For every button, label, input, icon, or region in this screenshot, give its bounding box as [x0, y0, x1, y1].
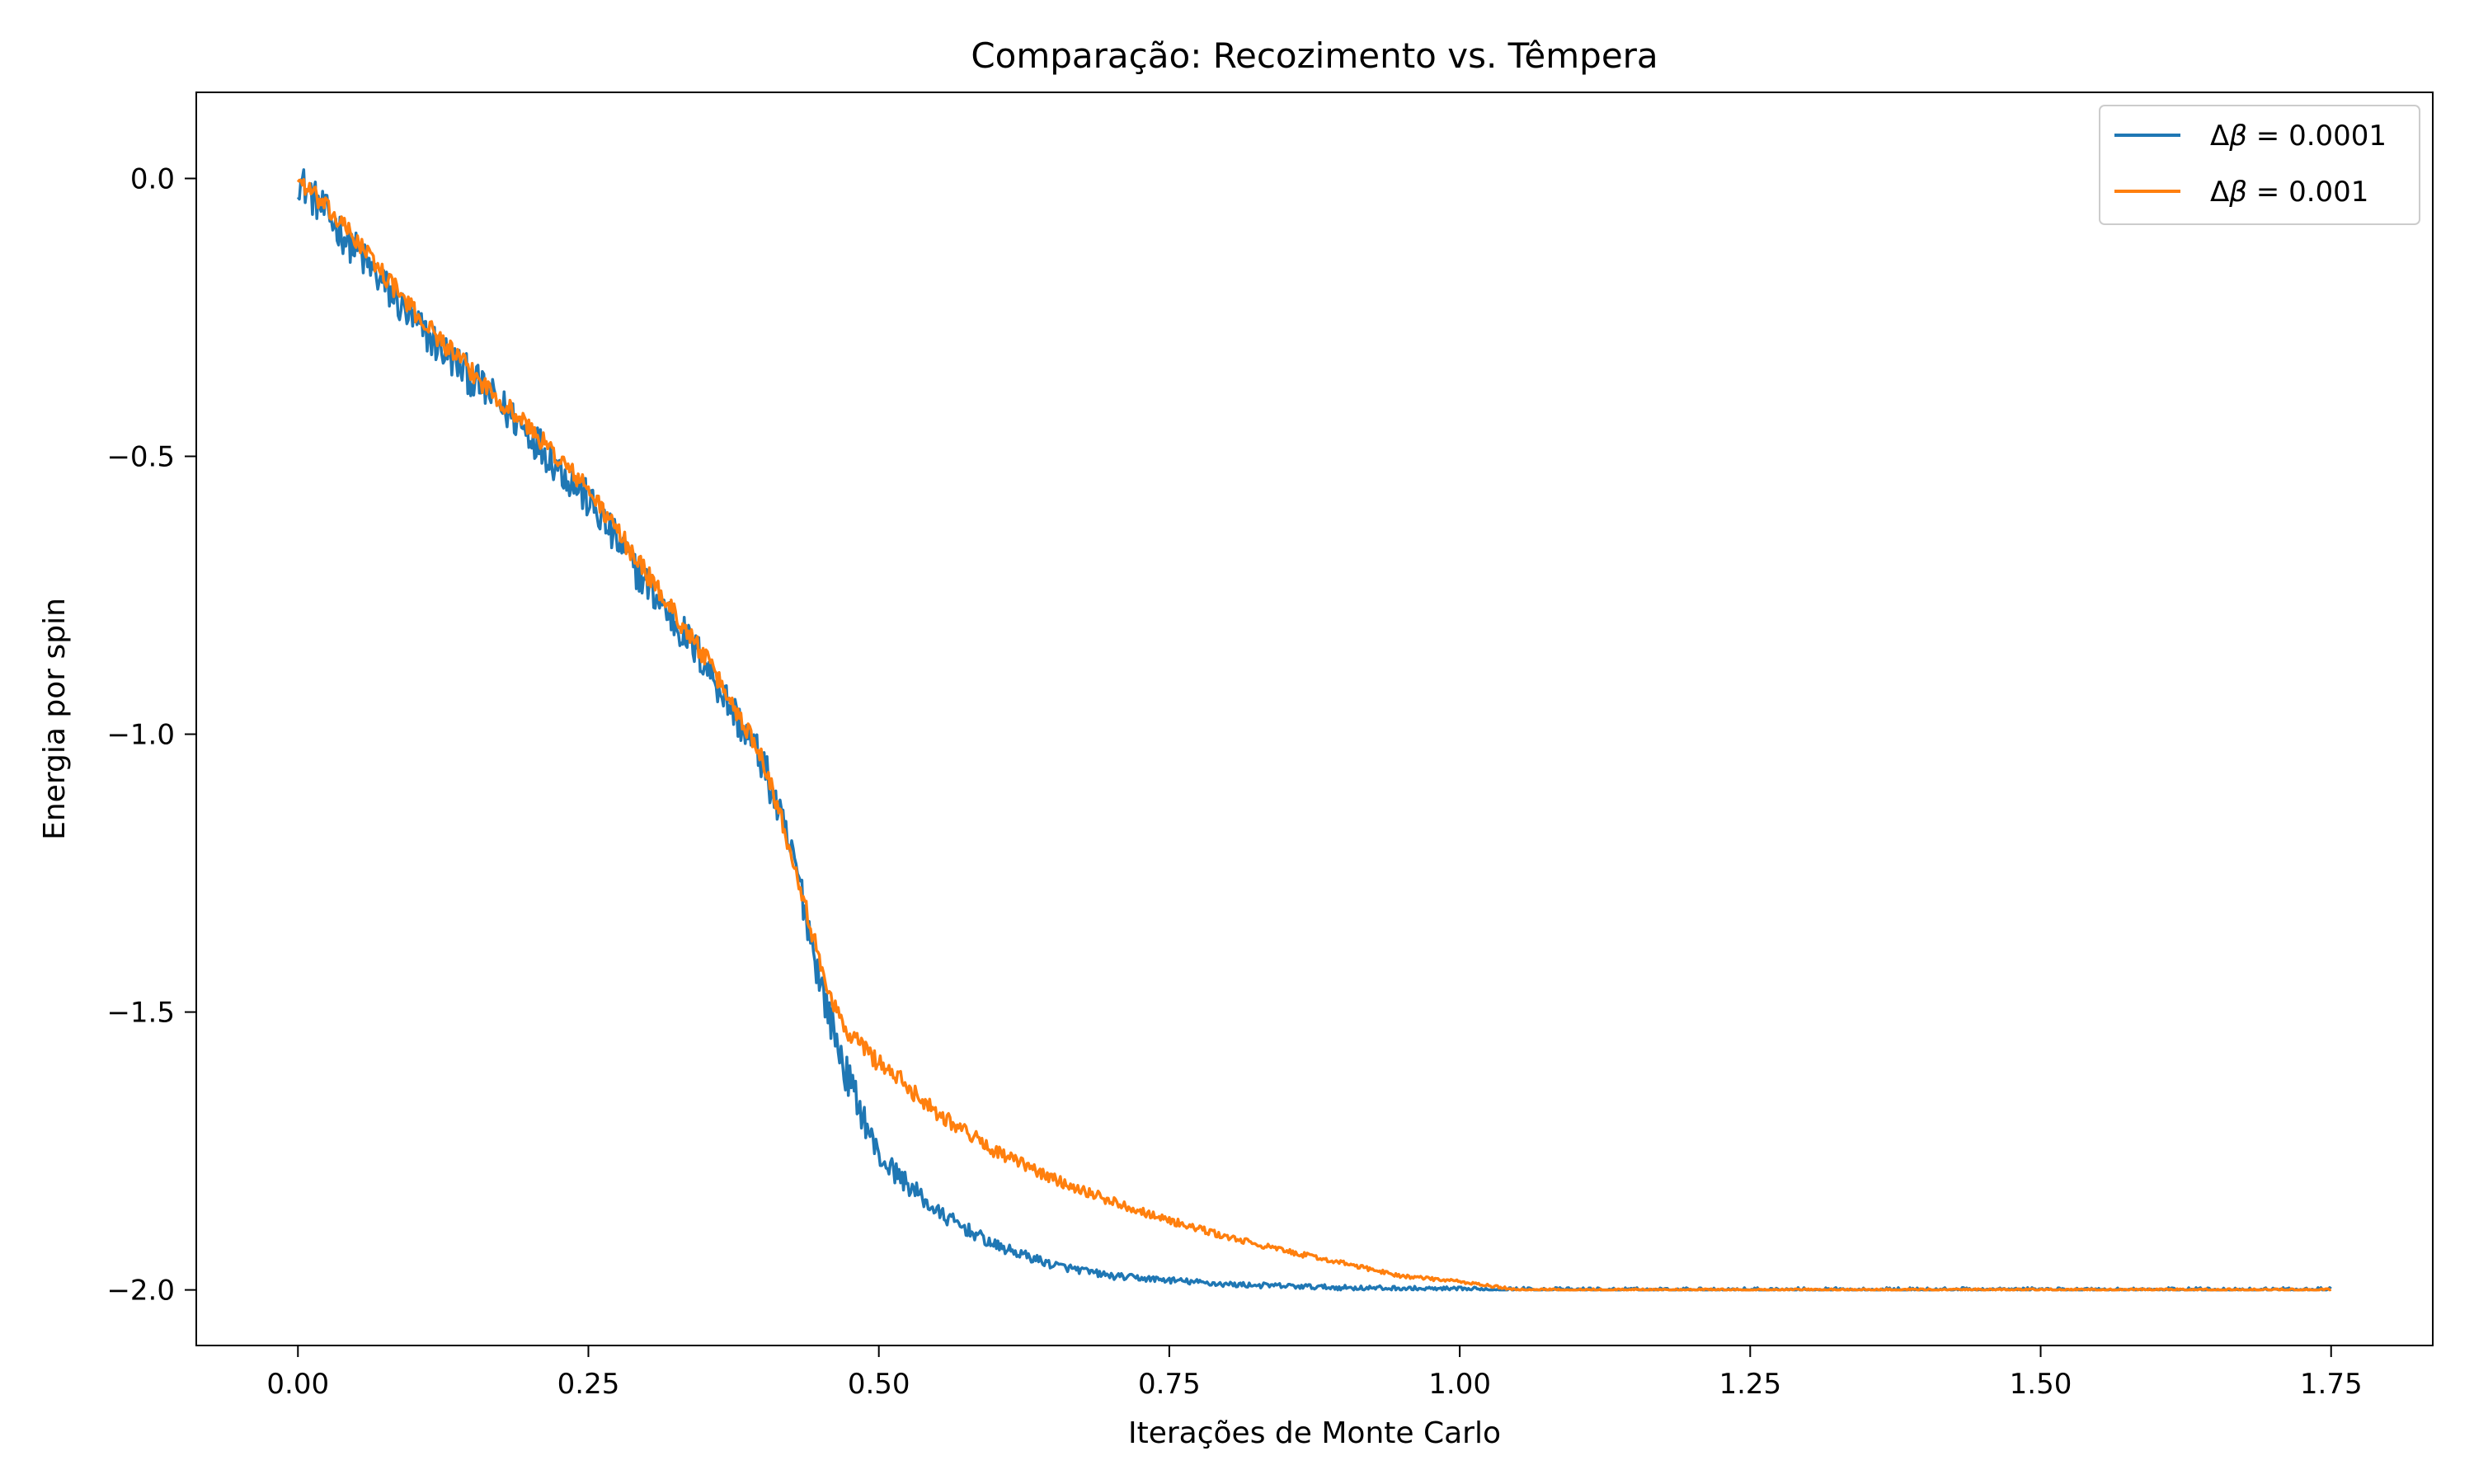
y-tick-label: −2.0 [106, 1275, 175, 1308]
series-layer [296, 168, 2332, 1292]
plot-area [195, 92, 2434, 1346]
axes-frame [195, 92, 2434, 1346]
x-tick-label: 1.50 [2010, 1368, 2072, 1401]
x-axis-ticks: 0.00 0.25 0.50 0.75 1.00 1.25 1.50 1.75 [266, 1345, 2363, 1401]
y-tick-label: −0.5 [106, 441, 175, 474]
y-tick-label: −1.5 [106, 997, 175, 1030]
x-tick-label: 0.25 [557, 1368, 620, 1401]
x-tick-label: 0.50 [848, 1368, 910, 1401]
x-tick-label: 1.00 [1428, 1368, 1491, 1401]
legend-label-series-1: Δβ = 0.0001 [2210, 120, 2387, 153]
y-tick-label: 0.0 [130, 162, 175, 195]
y-tick-label: −1.0 [106, 719, 175, 752]
series-line-2 [296, 177, 2332, 1292]
chart-title: Comparação: Recozimento vs. Têmpera [971, 35, 1658, 76]
x-tick-label: 1.75 [2300, 1368, 2363, 1401]
x-tick-label: 0.00 [266, 1368, 329, 1401]
legend-label-series-2: Δβ = 0.001 [2210, 176, 2368, 209]
legend: Δβ = 0.0001 Δβ = 0.001 [2099, 105, 2420, 225]
y-axis-ticks: 0.0 −0.5 −1.0 −1.5 −2.0 [106, 162, 196, 1308]
x-tick-label: 0.75 [1138, 1368, 1201, 1401]
x-tick-label: 1.25 [1719, 1368, 1781, 1401]
x-axis-label: Iterações de Monte Carlo [1128, 1416, 1501, 1450]
y-axis-label: Energia por spin [38, 598, 72, 840]
